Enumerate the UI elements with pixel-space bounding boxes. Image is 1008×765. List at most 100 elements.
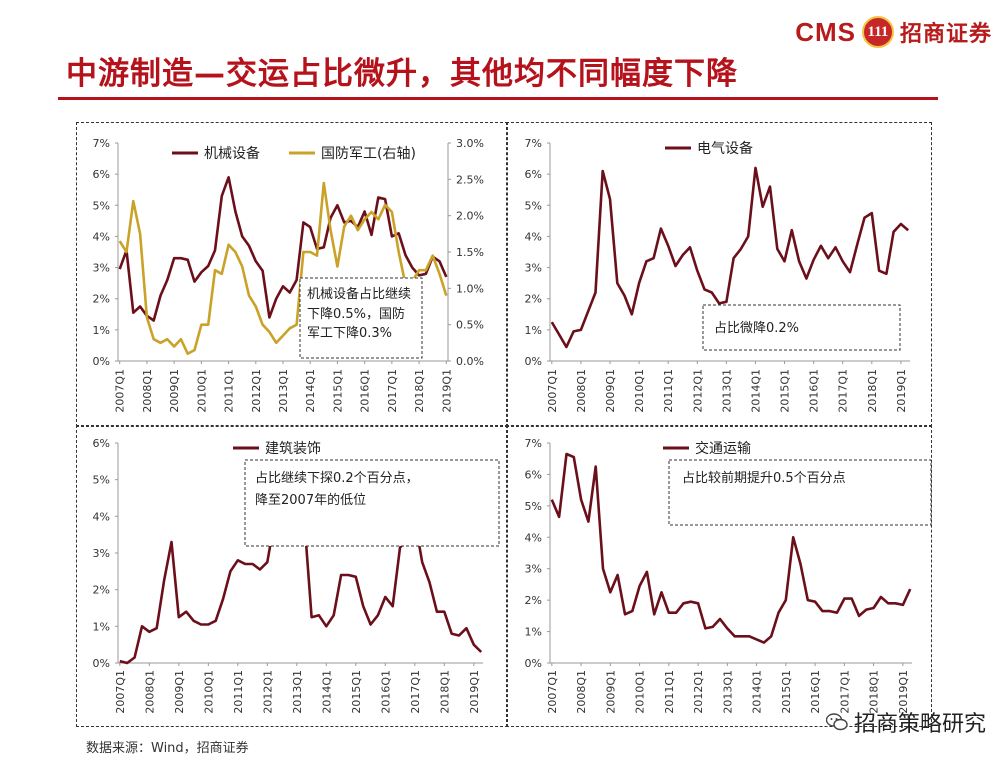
y-tick-label: 3% [525, 262, 542, 275]
chart-electrical: 0% 1% 2% 3% 4% 5% 6% 7% 2007Q1 2008Q1 2009Q1 2010Q1… [525, 137, 910, 413]
y-tick-label: 5% [525, 500, 542, 513]
y-tick-label: 0% [93, 657, 110, 670]
annotation-text: 占比继续下探0.2个百分点， [255, 471, 419, 486]
y-tick-label: 5% [93, 474, 110, 487]
x-tick-label: 2007Q1 [546, 369, 559, 413]
x-tick-label: 2018Q1 [868, 670, 881, 714]
x-tick-label: 2013Q1 [721, 670, 734, 714]
y-tick-label: 7% [525, 437, 542, 450]
x-tick-label: 2019Q1 [468, 670, 481, 714]
y-tick-label: 7% [525, 137, 542, 150]
annotation-text: 军工下降0.3% [307, 326, 392, 341]
x-tick-label: 2019Q1 [440, 369, 453, 413]
series-line-0 [118, 175, 448, 322]
x-tick-label: 2008Q1 [143, 670, 156, 714]
x-tick-label: 2010Q1 [633, 369, 646, 413]
chart-panel-electrical: 0% 1% 2% 3% 4% 5% 6% 7% 2007Q1 2008Q1 2009Q1 2010Q1… [506, 122, 932, 427]
y-tick-label: 5% [93, 199, 110, 212]
y-tick-label: 4% [525, 531, 542, 544]
y2-tick-label: 1.0% [456, 282, 484, 295]
x-tick-label: 2017Q1 [409, 670, 422, 714]
y2-tick-label: 0.0% [456, 355, 484, 368]
x-tick-label: 2007Q1 [114, 670, 127, 714]
annotation-box [244, 459, 500, 547]
y-tick-label: 1% [93, 324, 110, 337]
x-tick-label: 2016Q1 [809, 670, 822, 714]
chart-panel-transport: 0% 1% 2% 3% 4% 5% 6% 7% 2007Q1 2008Q1 2009Q1 2010Q1… [506, 425, 932, 727]
brand-logo-icon: 111 [861, 16, 894, 48]
watermark-text: 招商策略研究 [853, 712, 986, 737]
series-line-0 [550, 166, 910, 349]
chart-machinery-defense: 0% 1% 2% 3% 4% 5% 6% 7% 0.0% 0.5% 1.0% 1.5% 2.0% 2.5%… [93, 137, 484, 413]
x-tick-label: 2014Q1 [304, 369, 317, 413]
y-tick-label: 2% [525, 594, 542, 607]
x-tick-label: 2010Q1 [202, 670, 215, 714]
y-tick-label: 4% [93, 230, 110, 243]
x-tick-label: 2010Q1 [634, 670, 647, 714]
y-tick-label: 5% [525, 199, 542, 212]
annotation-text: 占比微降0.2% [714, 321, 799, 336]
chart-transport: 0% 1% 2% 3% 4% 5% 6% 7% 2007Q1 2008Q1 2009Q1 2010Q1… [525, 437, 932, 714]
title-divider [58, 97, 938, 100]
x-tick-label: 2013Q1 [720, 369, 733, 413]
x-tick-label: 2009Q1 [604, 670, 617, 714]
y-tick-label: 2% [93, 584, 110, 597]
y-tick-label: 2% [525, 293, 542, 306]
legend-label: 交通运输 [695, 440, 751, 457]
y2-tick-label: 1.5% [456, 246, 484, 259]
annotation-box [668, 459, 932, 526]
x-tick-label: 2011Q1 [663, 670, 676, 714]
y-tick-label: 1% [93, 620, 110, 633]
y-tick-label: 3% [93, 262, 110, 275]
x-tick-label: 2009Q1 [173, 670, 186, 714]
y-tick-label: 1% [525, 626, 542, 639]
x-tick-label: 2015Q1 [779, 369, 792, 413]
y-tick-label: 4% [525, 230, 542, 243]
y2-tick-label: 0.5% [456, 319, 484, 332]
y2-tick-label: 3.0% [456, 137, 484, 150]
y-tick-label: 4% [93, 510, 110, 523]
x-tick-label: 2007Q1 [114, 369, 127, 413]
x-tick-label: 2019Q1 [897, 670, 910, 714]
annotation-text: 降至2007年的低位 [255, 492, 366, 508]
y-tick-label: 6% [525, 168, 542, 181]
chart-panel-construction: 0% 1% 2% 3% 4% 5% 6% 2007Q1 2008Q1 2009Q1 2010Q1 20… [76, 425, 508, 727]
x-tick-label: 2019Q1 [895, 369, 908, 413]
x-tick-label: 2012Q1 [261, 670, 274, 714]
x-tick-label: 2015Q1 [331, 369, 344, 413]
annotation-box [299, 277, 423, 359]
y-tick-label: 3% [525, 563, 542, 576]
series-line-1 [118, 181, 448, 355]
x-tick-label: 2009Q1 [168, 369, 181, 413]
x-tick-label: 2018Q1 [413, 369, 426, 413]
x-tick-label: 2017Q1 [386, 369, 399, 413]
x-tick-label: 2017Q1 [838, 670, 851, 714]
y-tick-label: 1% [525, 324, 542, 337]
y-tick-label: 0% [525, 657, 542, 670]
x-tick-label: 2018Q1 [438, 670, 451, 714]
x-tick-label: 2012Q1 [250, 369, 263, 413]
x-tick-label: 2017Q1 [837, 369, 850, 413]
y-tick-label: 0% [525, 355, 542, 368]
y2-tick-label: 2.5% [456, 173, 484, 186]
x-tick-label: 2012Q1 [691, 369, 704, 413]
x-tick-label: 2011Q1 [232, 670, 245, 714]
annotation-text: 机械设备占比继续 [307, 286, 411, 302]
x-tick-label: 2014Q1 [749, 369, 762, 413]
x-tick-label: 2008Q1 [575, 369, 588, 413]
x-tick-label: 2014Q1 [320, 670, 333, 714]
chart-construction: 0% 1% 2% 3% 4% 5% 6% 2007Q1 2008Q1 2009Q1 2010Q1 20… [93, 437, 500, 714]
x-tick-label: 2016Q1 [379, 670, 392, 714]
y-tick-label: 2% [93, 293, 110, 306]
y-tick-label: 3% [93, 547, 110, 560]
y-tick-label: 7% [93, 137, 110, 150]
legend-label: 建筑装饰 [265, 441, 321, 457]
annotation-box [702, 304, 901, 351]
page-title: 中游制造—交运占比微升，其他均不同幅度下降 [66, 56, 738, 92]
y-tick-label: 6% [525, 468, 542, 481]
brand-name: 招商证券 [899, 22, 992, 47]
x-tick-label: 2008Q1 [575, 670, 588, 714]
x-tick-label: 2013Q1 [291, 670, 304, 714]
brand-logo-group: CMS 111 招商证券 [795, 14, 992, 50]
data-source: 数据来源：Wind，招商证券 [86, 741, 249, 756]
